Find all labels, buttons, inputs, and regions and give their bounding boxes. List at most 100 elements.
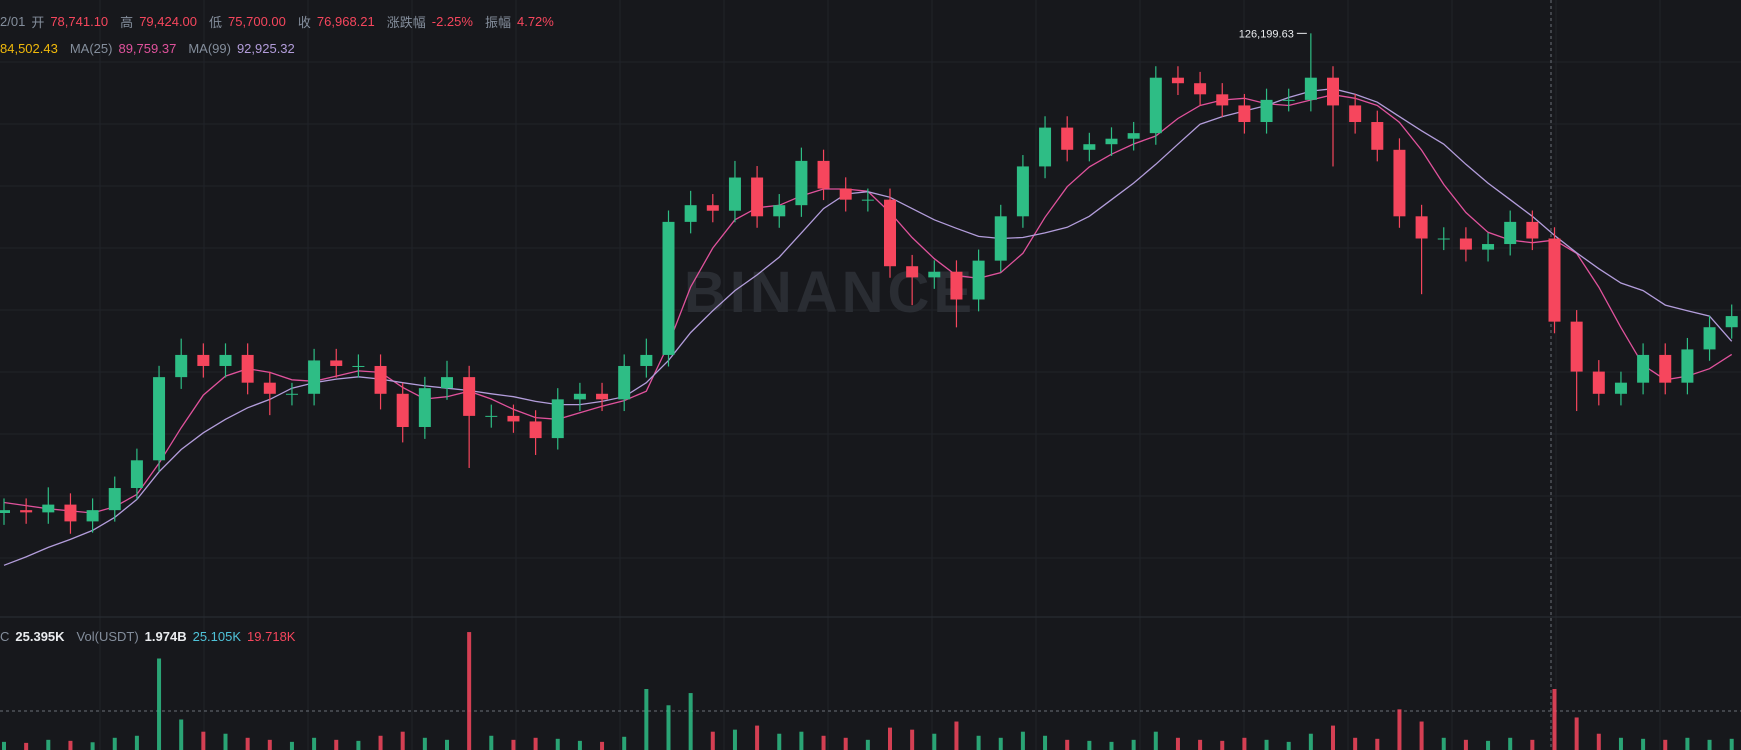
candle-body <box>308 360 321 394</box>
volume-bar <box>799 731 804 750</box>
candle-body <box>1171 77 1184 84</box>
volume-bar <box>666 705 671 750</box>
volume-bar <box>1109 741 1114 750</box>
candle-body <box>573 393 586 400</box>
candle-body <box>529 421 542 439</box>
volume-bar <box>1087 740 1092 750</box>
candle-body <box>108 488 121 511</box>
volume-bar <box>112 737 117 750</box>
volume-bar <box>445 739 449 750</box>
candle-body <box>839 188 852 200</box>
candle-body <box>1371 122 1384 150</box>
volume-bar <box>489 735 494 750</box>
candle-body <box>1194 83 1207 95</box>
candle-body <box>1526 221 1539 239</box>
volume-bar <box>1308 733 1313 750</box>
max-marker-label: 126,199.63 <box>1239 28 1294 40</box>
candle-body <box>241 354 254 383</box>
candle-body <box>1437 238 1450 240</box>
date: 2/01 <box>0 13 26 29</box>
candle-body <box>662 221 675 355</box>
candle-body <box>640 354 653 366</box>
volume-bar <box>1286 741 1291 750</box>
volume-bar <box>1242 737 1247 750</box>
candle-body <box>1327 77 1339 106</box>
candle-body <box>1504 221 1517 245</box>
candle-body <box>1039 127 1052 167</box>
ma25-value: 89,759.37 <box>118 40 177 56</box>
volume-bar <box>555 738 560 750</box>
volume-label: C <box>0 628 10 644</box>
candle-body <box>773 205 786 217</box>
candle-body <box>0 510 10 514</box>
volume-bar <box>267 739 272 750</box>
ohlc-readout: 2/01 开 78,741.10 高 79,424.00 低 75,700.00… <box>0 11 554 31</box>
high-label: 高 <box>120 14 134 30</box>
candle-body <box>64 504 77 522</box>
volume-bar <box>622 736 627 750</box>
candle-body <box>861 199 874 201</box>
candle-body <box>1149 77 1162 134</box>
candle-body <box>285 393 298 395</box>
candle-body <box>1637 354 1650 383</box>
volume-bar <box>1663 739 1668 750</box>
volume-bar <box>998 737 1003 750</box>
candle-body <box>596 393 609 400</box>
volume-bar <box>467 632 472 750</box>
usdt-value: 1.974B <box>144 628 187 644</box>
candle-body <box>1548 238 1561 322</box>
candle-body <box>1459 238 1472 250</box>
high-value: 79,424.00 <box>139 13 198 29</box>
volume-value: 25.395K <box>15 628 65 644</box>
volume-bar <box>644 689 649 750</box>
volume-bar <box>710 731 715 750</box>
candle-body <box>884 199 896 267</box>
candle-body <box>1061 127 1074 150</box>
volume-bar <box>1508 737 1513 750</box>
candle-body <box>352 365 365 367</box>
candle-body <box>950 271 963 300</box>
candle-body <box>1592 371 1605 394</box>
volume-bar <box>688 693 693 750</box>
volume-bar <box>223 733 228 750</box>
volume-bar <box>1331 725 1335 750</box>
ma-legend: 84,502.43 MA(25) 89,759.37 MA(99) 92,925… <box>0 38 295 58</box>
volume-bar <box>289 741 294 750</box>
volume-bar <box>134 735 139 750</box>
volume-bar <box>312 737 317 750</box>
volume-bar <box>46 739 51 750</box>
candle-body <box>175 354 188 378</box>
candle-body <box>928 271 941 278</box>
volume-bar <box>24 742 29 750</box>
candle-body <box>1415 216 1428 239</box>
volume-bar <box>843 737 848 750</box>
candle-body <box>20 510 33 513</box>
volume-bar <box>1220 740 1225 750</box>
candle-body <box>441 377 453 389</box>
ma25-label: MA(25) <box>69 40 113 56</box>
volume-legend: C 25.395K Vol(USDT) 1.974B 25.105K 19.71… <box>0 626 295 646</box>
volume-bar <box>865 739 870 750</box>
candle-body <box>751 177 764 217</box>
volume-bar <box>1175 737 1180 750</box>
candle-body <box>1659 354 1672 383</box>
low-label: 低 <box>209 14 223 30</box>
volume-bar <box>1397 709 1402 750</box>
candle-body <box>906 266 919 278</box>
candle-body <box>1681 349 1694 383</box>
volume-bar <box>334 739 339 750</box>
candle-body <box>263 382 276 394</box>
candle-body <box>197 354 210 366</box>
volume-bar <box>577 740 582 750</box>
volume-bar <box>1552 689 1557 750</box>
candle-body <box>1105 138 1118 145</box>
candle-body <box>618 365 631 400</box>
candle-body <box>795 160 808 206</box>
low-value: 75,700.00 <box>228 13 286 29</box>
ma7-value: 84,502.43 <box>0 40 58 56</box>
volume-bar <box>1020 731 1025 750</box>
ma99-label: MA(99) <box>188 40 231 56</box>
volume-bar <box>732 729 737 750</box>
candle-body <box>1482 244 1495 250</box>
